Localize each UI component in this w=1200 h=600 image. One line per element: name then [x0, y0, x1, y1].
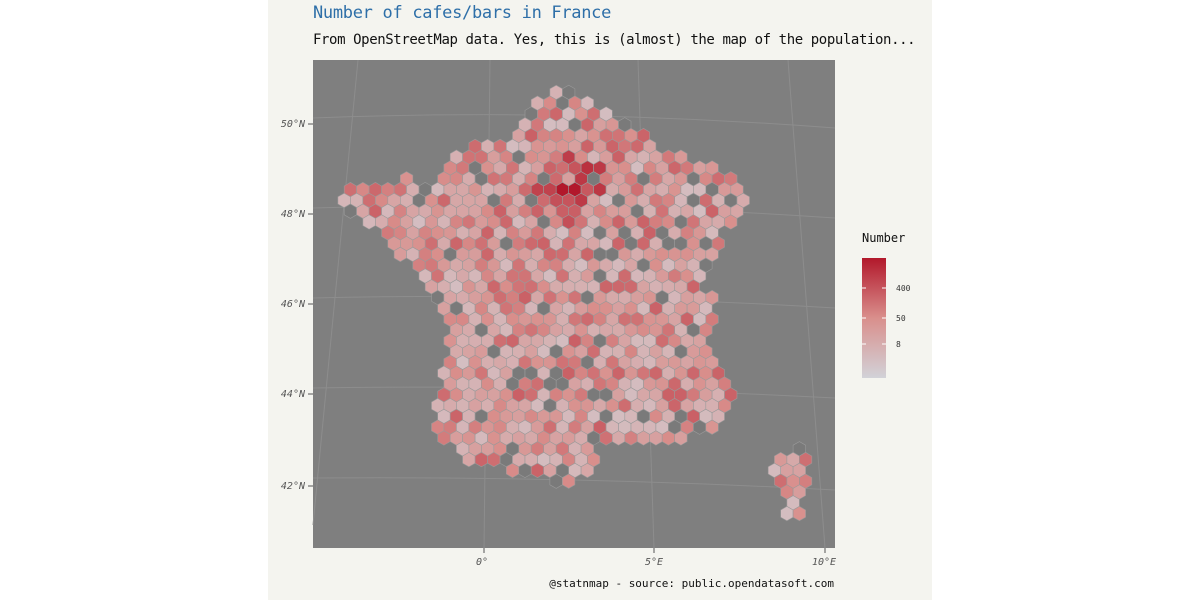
- chart-title: Number of cafes/bars in France: [313, 3, 612, 23]
- caption: @statnmap - source: public.opendatasoft.…: [549, 577, 834, 590]
- map-svg: 50°N 48°N 46°N 44°N 42°N 0° 5°E 10°E: [281, 59, 911, 568]
- lat-tick-label: 44°N: [281, 389, 306, 400]
- hex-cell: [562, 473, 576, 489]
- figure: Number of cafes/bars in France From Open…: [268, 0, 932, 600]
- hex-grid: [337, 84, 813, 522]
- graticule-line: [312, 59, 359, 526]
- x-axis: 0° 5°E 10°E: [476, 548, 836, 568]
- legend-label: 8: [896, 340, 901, 349]
- legend: Number 400 50 8: [862, 231, 911, 378]
- lon-tick-label: 0°: [476, 557, 488, 568]
- hex-cell: [792, 506, 806, 522]
- hex-cell: [724, 214, 738, 230]
- lat-tick-label: 42°N: [281, 481, 306, 492]
- lon-tick-label: 10°E: [812, 557, 836, 568]
- lat-tick-label: 48°N: [281, 209, 306, 220]
- lat-tick-label: 50°N: [281, 119, 306, 130]
- hex-cell: [705, 419, 719, 435]
- lon-tick-label: 5°E: [645, 557, 663, 568]
- chart-subtitle: From OpenStreetMap data. Yes, this is (a…: [313, 32, 916, 48]
- graticule-line: [787, 59, 826, 549]
- hex-cell: [674, 430, 688, 446]
- legend-label: 400: [896, 284, 911, 293]
- y-axis: 50°N 48°N 46°N 44°N 42°N: [281, 119, 313, 492]
- hex-cell: [580, 462, 594, 478]
- legend-title: Number: [862, 231, 905, 245]
- lat-tick-label: 46°N: [281, 299, 306, 310]
- legend-label: 50: [896, 314, 906, 323]
